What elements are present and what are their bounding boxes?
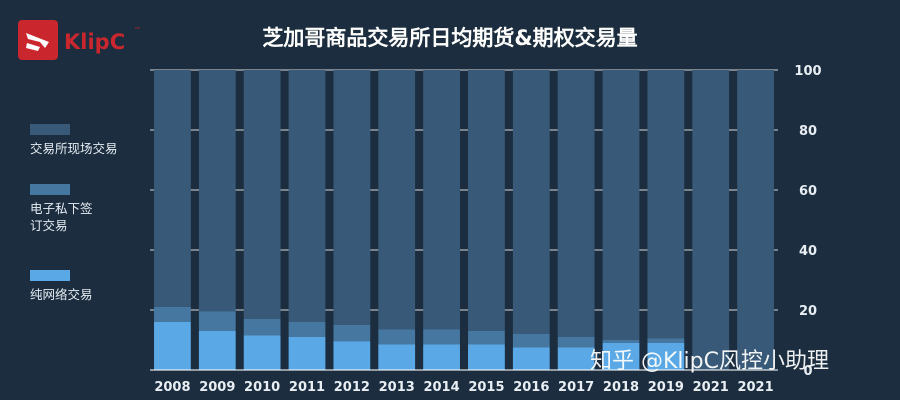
bar-segment (512, 334, 550, 348)
legend-label: 交易所现场交易 (30, 141, 118, 156)
bar-segment (602, 70, 640, 340)
y-tick-label: 100 (794, 64, 821, 79)
x-tick-label: 2012 (334, 380, 370, 395)
klipc-logo-mark: KlipC ™ (18, 20, 141, 60)
bar-segment (378, 344, 416, 370)
y-tick-label: 40 (799, 244, 817, 259)
legend-swatch (30, 270, 70, 281)
bar-segment (154, 322, 191, 370)
bar-segment (423, 70, 460, 330)
bar-segment (198, 70, 236, 312)
bar-segment (154, 307, 191, 322)
x-tick-label: 2010 (244, 380, 280, 395)
x-tick-label: 2013 (379, 380, 415, 395)
bar-segment (512, 70, 550, 334)
logo-text: KlipC (64, 30, 125, 54)
legend-item-pure-online: 纯网络交易 (30, 270, 170, 303)
bar-segment (423, 329, 460, 345)
bar-segment (737, 70, 774, 370)
y-tick-label: 80 (799, 124, 817, 139)
x-tick-label: 2014 (423, 380, 459, 395)
chart-title: 芝加哥商品交易所日均期货&期权交易量 (262, 26, 638, 50)
legend-swatch (30, 184, 70, 195)
bar-segment (468, 70, 505, 331)
bar-segment (378, 329, 416, 345)
bar-segment (557, 70, 595, 337)
x-tick-label: 2019 (648, 380, 684, 395)
bar-segment (243, 319, 281, 336)
x-tick-label: 2008 (154, 380, 190, 395)
bar-segment (692, 70, 730, 370)
legend-label: 纯网络交易 (30, 287, 93, 302)
watermark: 知乎 @KlipC风控小助理 (590, 349, 829, 374)
bar-segment (198, 331, 236, 370)
y-tick-label: 60 (799, 184, 817, 199)
bar-segment (602, 340, 640, 343)
x-tick-label: 2017 (558, 380, 594, 395)
bar-segment (288, 322, 326, 337)
bar-segment (557, 347, 595, 370)
klipc-logo: KlipC ™ (18, 20, 148, 60)
bar-segment (512, 347, 550, 370)
legend-label: 电子私下签 订交易 (30, 201, 93, 233)
bar-segment (602, 343, 640, 370)
bar-segment (468, 344, 505, 370)
x-tick-label: 2011 (289, 380, 325, 395)
y-tick-label: 20 (799, 304, 817, 319)
bar-segment (288, 70, 326, 322)
legend-item-electronic-private: 电子私下签 订交易 (30, 184, 170, 234)
bar-segment (333, 70, 371, 325)
legend-swatch (30, 124, 70, 135)
x-tick-label: 2015 (468, 380, 504, 395)
legend-item-exchange-floor: 交易所现场交易 (30, 124, 170, 157)
bar-segment (243, 70, 281, 319)
bar-segment (333, 341, 371, 370)
bar-segment (647, 338, 685, 343)
bar-segment (333, 325, 371, 342)
x-tick-label: 2009 (199, 380, 235, 395)
bar-segment (378, 70, 416, 330)
bar-segment (198, 311, 236, 331)
bar-segment (647, 343, 685, 370)
x-tick-label: 2021 (693, 380, 729, 395)
svg-text:™: ™ (134, 26, 141, 34)
bar-segment (288, 337, 326, 370)
bar-segment (243, 335, 281, 370)
bar-segment (557, 337, 595, 348)
x-tick-label: 2018 (603, 380, 639, 395)
x-tick-label: 2016 (513, 380, 549, 395)
bar-segment (468, 331, 505, 345)
y-tick-label: 0 (803, 364, 812, 379)
bar-segment (647, 70, 685, 339)
x-tick-label: 2021 (737, 380, 773, 395)
bar-segment (423, 344, 460, 370)
bar-segment (154, 70, 191, 307)
